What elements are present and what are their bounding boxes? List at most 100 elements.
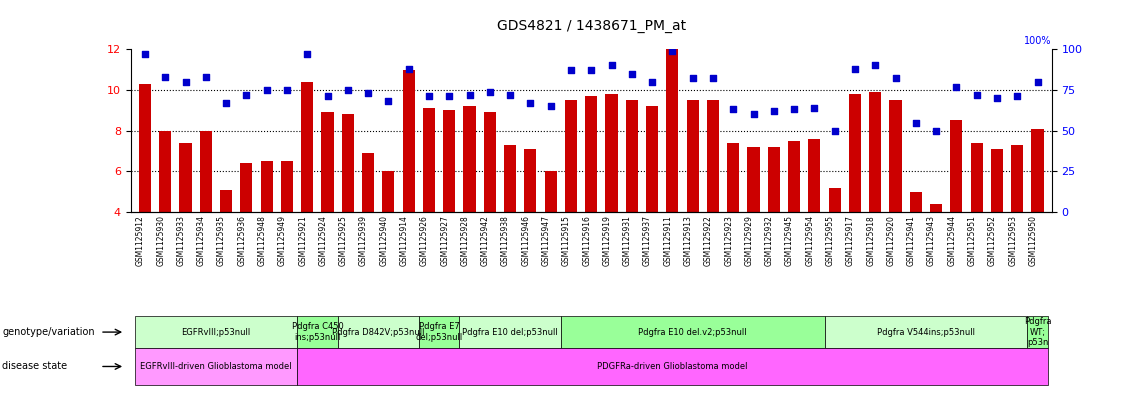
Bar — [464, 106, 475, 212]
Point — [968, 92, 986, 98]
Text: GSM1125918: GSM1125918 — [866, 215, 875, 266]
Point — [135, 51, 153, 57]
Text: GSM1125919: GSM1125919 — [603, 215, 612, 266]
Point — [785, 107, 803, 113]
Text: PDGFRa-driven Glioblastoma model: PDGFRa-driven Glioblastoma model — [597, 362, 748, 371]
Text: GSM1125938: GSM1125938 — [501, 215, 511, 266]
Bar — [322, 112, 333, 212]
Text: GSM1125951: GSM1125951 — [968, 215, 977, 266]
Point — [623, 70, 641, 77]
Bar — [281, 161, 293, 212]
Bar — [930, 204, 943, 212]
Text: GSM1125946: GSM1125946 — [522, 215, 530, 266]
Bar — [221, 190, 232, 212]
Text: Pdgfra C450
ins;p53null: Pdgfra C450 ins;p53null — [291, 322, 343, 342]
Point — [704, 75, 722, 82]
Text: GSM1125942: GSM1125942 — [481, 215, 490, 266]
Text: GSM1125941: GSM1125941 — [907, 215, 915, 266]
Bar — [159, 130, 172, 212]
Bar — [707, 100, 719, 212]
Point — [298, 51, 316, 57]
Text: GSM1125911: GSM1125911 — [663, 215, 672, 266]
Point — [663, 48, 681, 54]
Bar — [625, 100, 638, 212]
Point — [277, 87, 296, 93]
Text: GSM1125927: GSM1125927 — [440, 215, 449, 266]
Point — [906, 119, 924, 126]
Text: GSM1125937: GSM1125937 — [644, 215, 653, 266]
Text: GSM1125940: GSM1125940 — [380, 215, 389, 266]
Point — [440, 93, 458, 99]
Point — [683, 75, 702, 82]
Text: GSM1125921: GSM1125921 — [298, 215, 307, 266]
Bar — [605, 94, 617, 212]
Text: Pdgfra V544ins;p53null: Pdgfra V544ins;p53null — [877, 328, 974, 336]
Text: EGFRvIII;p53null: EGFRvIII;p53null — [181, 328, 250, 336]
Point — [359, 90, 377, 96]
Text: GSM1125945: GSM1125945 — [785, 215, 794, 266]
Bar — [971, 143, 982, 212]
Bar — [260, 161, 273, 212]
Point — [745, 111, 763, 118]
Bar — [951, 121, 962, 212]
Text: GSM1125936: GSM1125936 — [238, 215, 247, 266]
Point — [217, 100, 235, 106]
Point — [562, 67, 580, 73]
Text: GSM1125913: GSM1125913 — [683, 215, 692, 266]
Point — [603, 62, 621, 68]
Bar — [504, 145, 516, 212]
Bar — [808, 139, 821, 212]
Text: GSM1125917: GSM1125917 — [846, 215, 855, 266]
Point — [339, 87, 357, 93]
Text: GSM1125931: GSM1125931 — [623, 215, 632, 266]
Bar — [788, 141, 800, 212]
Text: GSM1125935: GSM1125935 — [217, 215, 226, 266]
Bar — [362, 153, 374, 212]
Point — [825, 127, 844, 134]
Bar — [402, 70, 415, 212]
Bar — [483, 112, 496, 212]
Bar — [301, 82, 314, 212]
Point — [156, 74, 174, 80]
Text: genotype/variation: genotype/variation — [2, 327, 94, 337]
Point — [399, 66, 417, 72]
Point — [380, 98, 398, 105]
Text: Pdgfra E10 del;p53null: Pdgfra E10 del;p53null — [463, 328, 558, 336]
Point — [988, 95, 1006, 101]
Text: GSM1125954: GSM1125954 — [805, 215, 814, 266]
Bar — [565, 100, 578, 212]
Bar — [829, 188, 840, 212]
Text: Pdgfra D842V;p53null: Pdgfra D842V;p53null — [332, 328, 424, 336]
Text: GSM1125915: GSM1125915 — [562, 215, 571, 266]
Text: GSM1125933: GSM1125933 — [176, 215, 185, 266]
Text: GSM1125950: GSM1125950 — [1029, 215, 1038, 266]
Bar — [910, 192, 922, 212]
Point — [521, 100, 539, 106]
Bar — [443, 110, 455, 212]
Text: GSM1125939: GSM1125939 — [359, 215, 368, 266]
Text: GSM1125920: GSM1125920 — [887, 215, 896, 266]
Bar — [728, 143, 739, 212]
Text: Pdgfra E10 del.v2;p53null: Pdgfra E10 del.v2;p53null — [638, 328, 747, 336]
Point — [805, 105, 823, 111]
Point — [420, 93, 438, 99]
Point — [866, 62, 885, 68]
Text: GSM1125924: GSM1125924 — [318, 215, 327, 266]
Text: GDS4821 / 1438671_PM_at: GDS4821 / 1438671_PM_at — [497, 19, 686, 33]
Text: GSM1125914: GSM1125914 — [400, 215, 408, 266]
Text: GSM1125925: GSM1125925 — [339, 215, 348, 266]
Text: GSM1125932: GSM1125932 — [765, 215, 774, 266]
Bar — [849, 94, 861, 212]
Bar — [200, 130, 211, 212]
Point — [258, 87, 276, 93]
Bar — [687, 100, 699, 212]
Text: GSM1125952: GSM1125952 — [988, 215, 997, 266]
Point — [582, 67, 600, 73]
Point — [318, 93, 337, 99]
Point — [176, 79, 194, 85]
Bar — [889, 100, 902, 212]
Text: GSM1125926: GSM1125926 — [420, 215, 429, 266]
Text: GSM1125923: GSM1125923 — [724, 215, 733, 266]
Point — [481, 88, 499, 95]
Text: GSM1125928: GSM1125928 — [460, 215, 470, 266]
